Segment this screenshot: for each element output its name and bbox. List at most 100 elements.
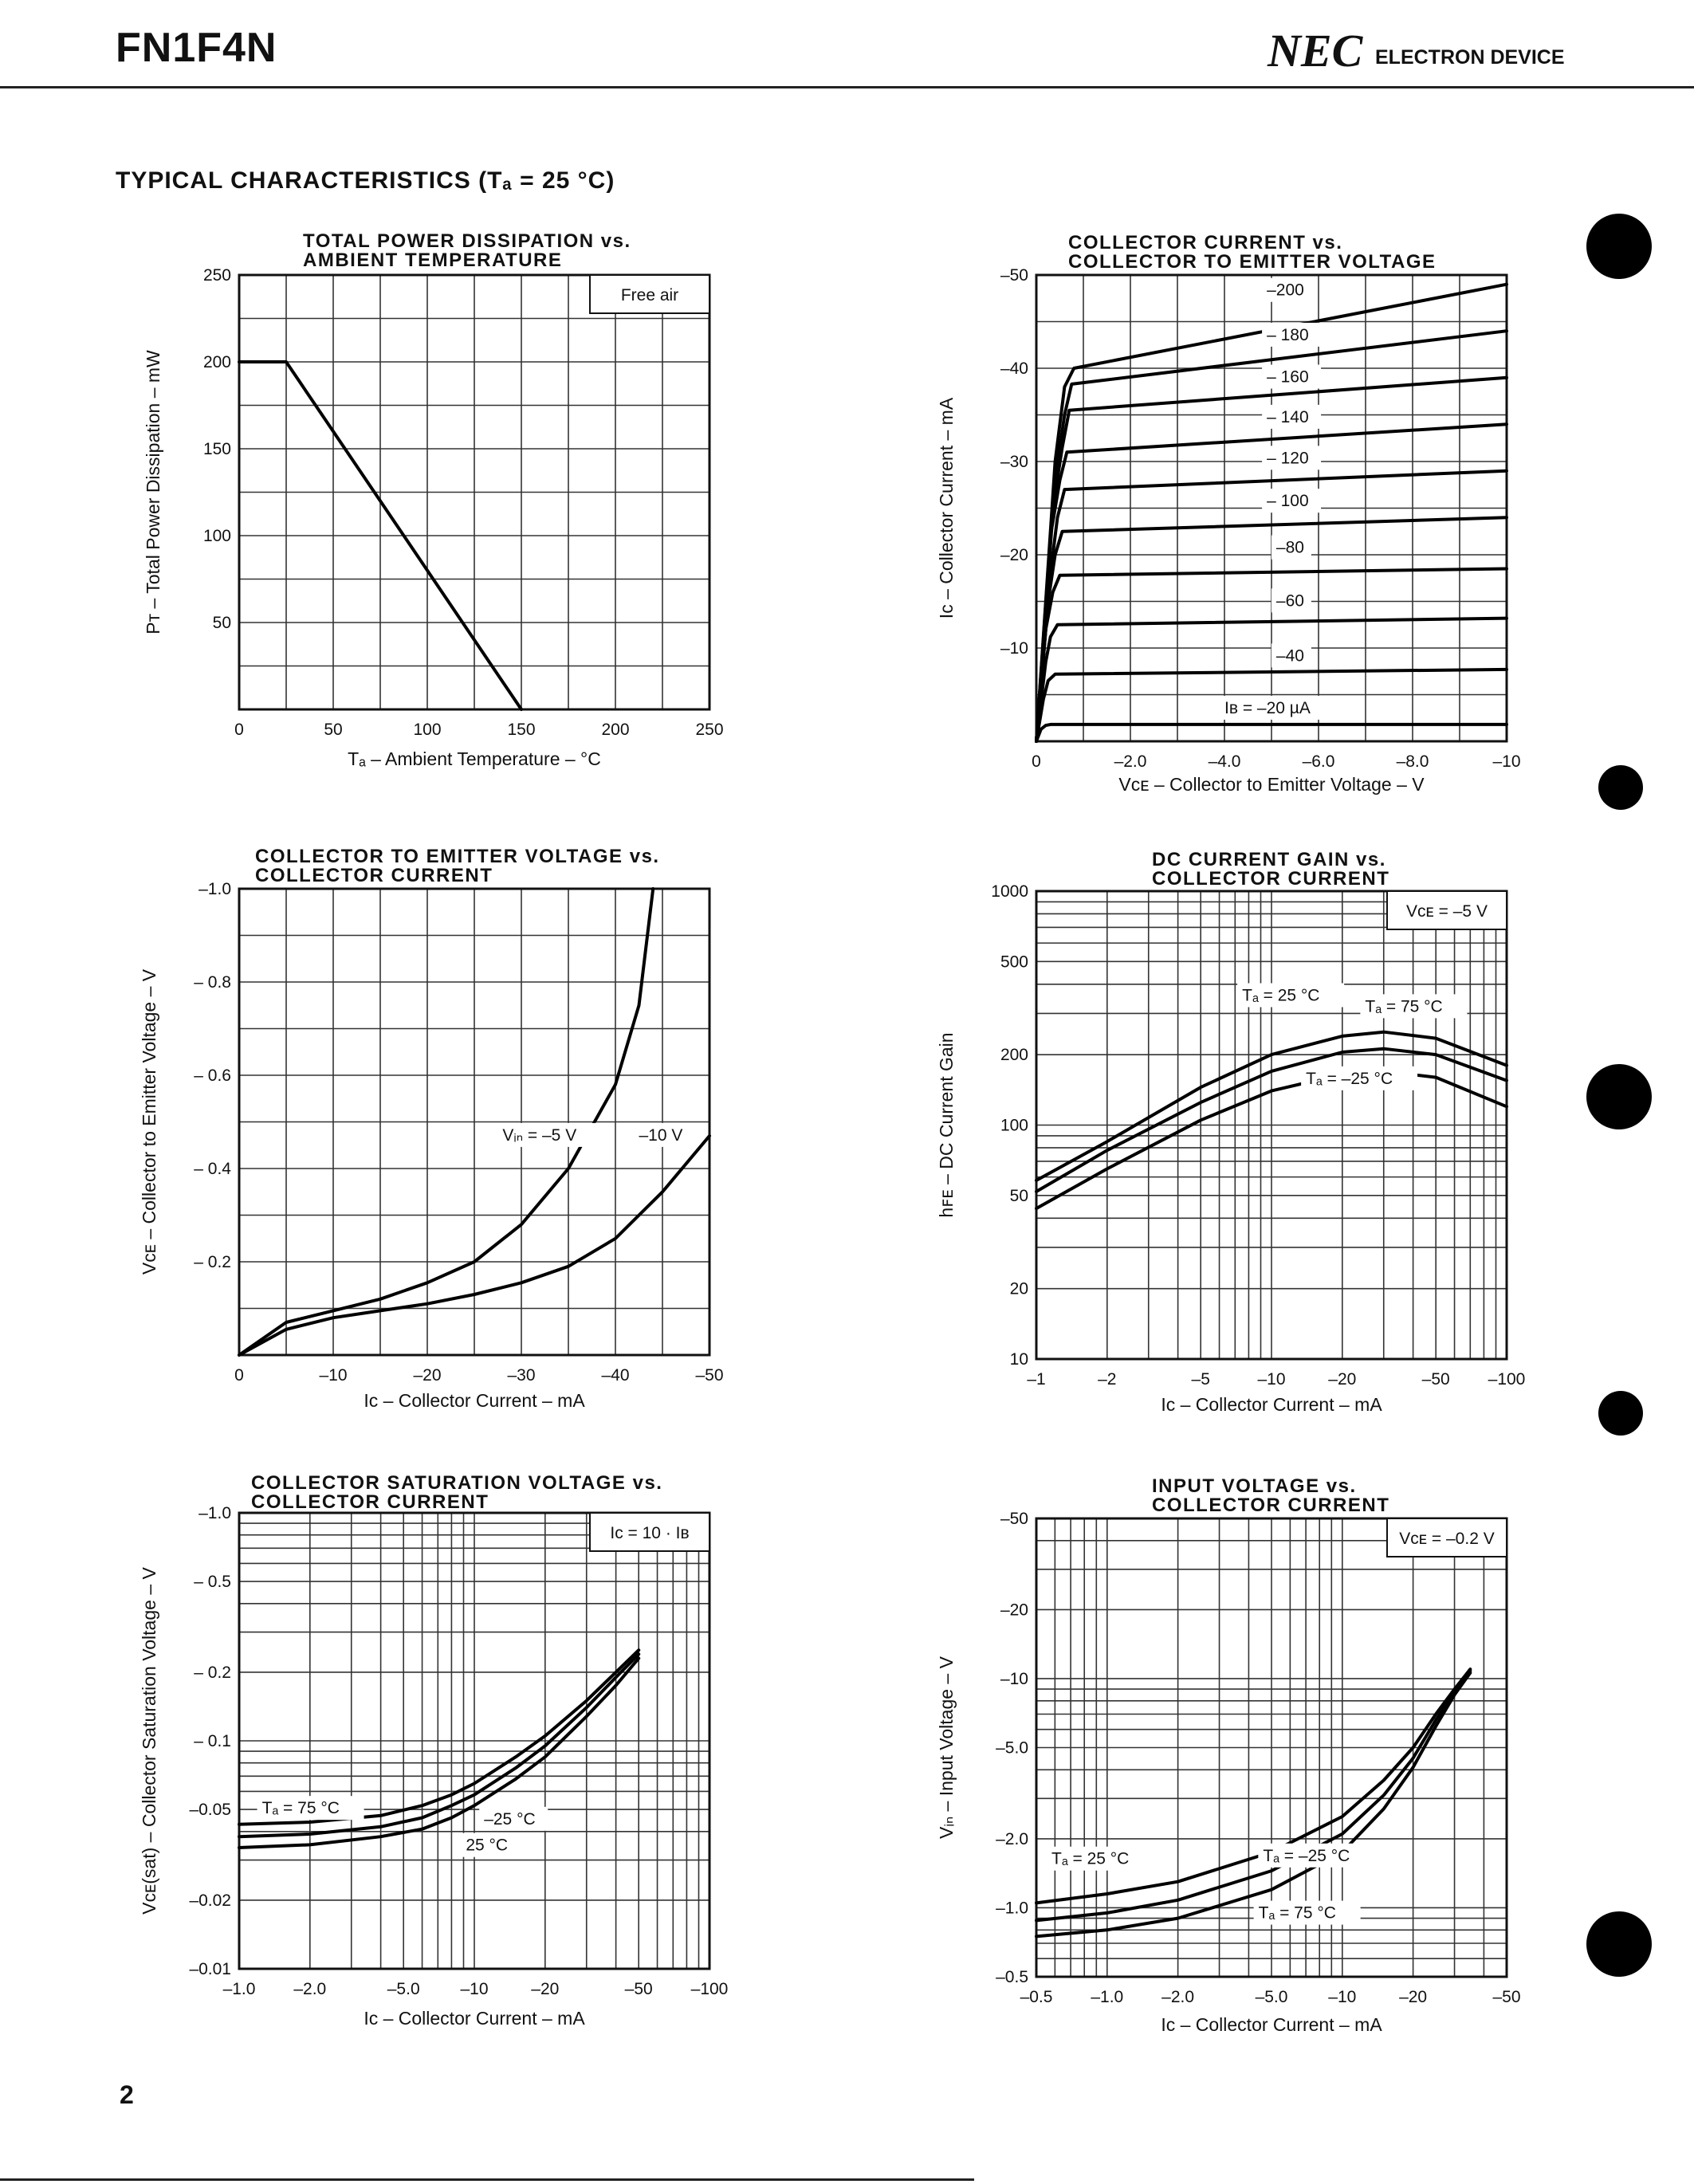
x-axis-label: Iᴄ – Collector Current – mA <box>1161 1394 1382 1415</box>
document-title: FN1F4N <box>116 25 277 71</box>
y-tick-label: –1.0 <box>996 1899 1028 1917</box>
brand-department: ELECTRON DEVICE <box>1375 46 1565 69</box>
curve-label-bg <box>1262 446 1322 470</box>
y-tick-label: –0.02 <box>189 1891 231 1910</box>
x-tick-label: –2 <box>1098 1370 1116 1389</box>
y-tick-label: –30 <box>1000 453 1028 471</box>
y-tick-label: –10 <box>1000 1670 1028 1688</box>
curve-label: –25 °C <box>484 1810 535 1829</box>
x-tick-label: –5 <box>1192 1370 1210 1389</box>
y-tick-label: – 0.1 <box>194 1732 231 1750</box>
x-tick-label: –100 <box>1488 1370 1526 1389</box>
binder-hole <box>1586 1064 1652 1129</box>
section-title: TYPICAL CHARACTERISTICS (Tₐ = 25 °C) <box>116 167 615 194</box>
x-tick-label: –10 <box>319 1366 347 1385</box>
x-tick-label: –50 <box>695 1366 723 1385</box>
curve-label-bg <box>1262 404 1322 429</box>
series-line <box>1035 1030 1508 1182</box>
y-tick-label: 200 <box>203 353 231 371</box>
annotation-box <box>589 274 710 314</box>
curve-label: Tₐ = –25 °C <box>1263 1847 1350 1865</box>
y-tick-label: –20 <box>1000 1601 1028 1619</box>
curve-label-bg <box>257 1796 364 1821</box>
series-line <box>1035 1667 1472 1905</box>
y-tick-label: –20 <box>1000 546 1028 564</box>
curve-label: –200 <box>1267 281 1304 300</box>
y-tick-label: 50 <box>213 614 231 632</box>
curve-label: – 140 <box>1267 408 1309 426</box>
binder-hole <box>1586 1911 1652 1977</box>
y-tick-label: –0.01 <box>189 1960 231 1978</box>
series-line <box>1035 1671 1472 1938</box>
x-tick-label: 150 <box>507 721 535 739</box>
chart-title-line: COLLECTOR TO EMITTER VOLTAGE vs. <box>255 846 660 867</box>
y-tick-label: 100 <box>203 527 231 545</box>
curve-label-bg <box>1047 1846 1154 1871</box>
y-tick-label: –50 <box>1000 266 1028 285</box>
curve-label-bg <box>1262 277 1312 302</box>
x-tick-label: –6.0 <box>1303 752 1335 771</box>
chart-title-line: COLLECTOR SATURATION VOLTAGE vs. <box>251 1472 662 1494</box>
x-axis-label: Iᴄ – Collector Current – mA <box>1161 2014 1382 2035</box>
curve-label-bg <box>1262 489 1322 513</box>
curve-label-bg <box>1253 1900 1361 1925</box>
plot-frame <box>1035 273 1508 743</box>
x-tick-label: –10 <box>1492 752 1520 771</box>
y-tick-label: – 0.4 <box>194 1160 231 1178</box>
x-tick-label: 0 <box>234 1366 244 1385</box>
x-tick-label: –5.0 <box>1256 1988 1288 2006</box>
series-line <box>238 360 523 711</box>
binder-hole <box>1598 765 1643 810</box>
y-tick-label: – 0.6 <box>194 1066 231 1085</box>
y-tick-label: –40 <box>1000 359 1028 378</box>
chart-title-line: COLLECTOR CURRENT <box>255 865 493 886</box>
x-tick-label: –20 <box>1328 1370 1356 1389</box>
x-tick-label: 0 <box>234 721 244 739</box>
x-tick-label: –100 <box>691 1980 729 1998</box>
y-tick-label: –2.0 <box>996 1830 1028 1848</box>
plot-frame <box>1035 1517 1508 1978</box>
curve-label-bg <box>1271 588 1311 613</box>
x-tick-label: –2.0 <box>1161 1988 1194 2006</box>
y-tick-label: 100 <box>1000 1117 1028 1135</box>
plot-frame <box>1035 890 1508 1361</box>
y-tick-label: –50 <box>1000 1510 1028 1528</box>
footer-rule <box>0 2178 974 2181</box>
y-tick-label: – 0.2 <box>194 1253 231 1271</box>
y-tick-label: –10 <box>1000 639 1028 658</box>
y-axis-label: Vᴄᴇ(sat) – Collector Saturation Voltage … <box>139 1566 159 1914</box>
chart-title-line: COLLECTOR CURRENT <box>1152 1495 1389 1516</box>
curve-label: – 180 <box>1267 326 1309 344</box>
y-tick-label: 150 <box>203 440 231 458</box>
series-line <box>238 1134 711 1357</box>
x-tick-label: –10 <box>1328 1988 1356 2006</box>
series-line <box>238 1656 641 1849</box>
y-axis-label: Pᴛ – Total Power Dissipation – mW <box>143 350 163 634</box>
x-tick-label: –4.0 <box>1209 752 1241 771</box>
x-axis-label: Iᴄ – Collector Current – mA <box>364 1390 585 1411</box>
y-axis-label: hꜰᴇ – DC Current Gain <box>936 1032 957 1217</box>
series-line <box>1035 1047 1508 1193</box>
series-line <box>1035 722 1508 743</box>
chart-title-line: INPUT VOLTAGE vs. <box>1152 1475 1357 1497</box>
series-line <box>1035 282 1508 743</box>
binder-hole <box>1586 214 1652 279</box>
x-axis-label: Iᴄ – Collector Current – mA <box>364 2008 585 2029</box>
x-tick-label: –50 <box>625 1980 653 1998</box>
x-tick-label: –0.5 <box>1020 1988 1053 2006</box>
y-tick-label: – 0.5 <box>194 1573 231 1591</box>
curve-label: Vᵢₙ = –5 V <box>502 1126 576 1145</box>
x-tick-label: 100 <box>413 721 441 739</box>
y-tick-label: 250 <box>203 266 231 285</box>
x-tick-label: –20 <box>413 1366 441 1385</box>
x-tick-label: –1.0 <box>1091 1988 1123 2006</box>
series-line <box>1035 1669 1472 1923</box>
x-tick-label: –1 <box>1027 1370 1045 1389</box>
curve-label-bg <box>1262 364 1322 389</box>
annotation-text: Vᴄᴇ = –0.2 V <box>1399 1530 1494 1548</box>
x-tick-label: 0 <box>1032 752 1041 771</box>
chart-title-line: COLLECTOR CURRENT <box>1152 868 1389 890</box>
x-tick-label: –5.0 <box>387 1980 420 1998</box>
